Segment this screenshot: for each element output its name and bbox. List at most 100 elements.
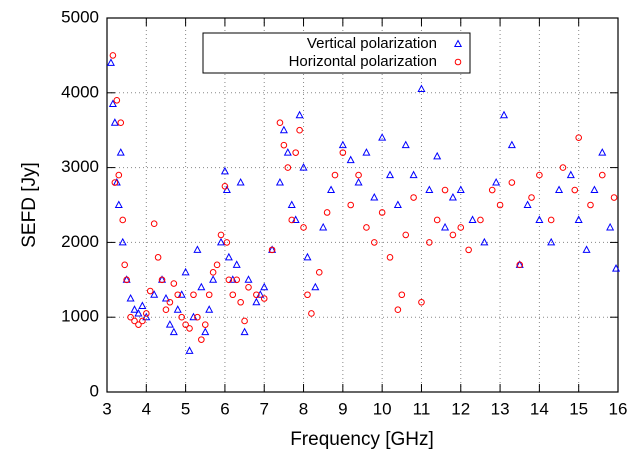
point bbox=[547, 216, 555, 224]
point bbox=[370, 239, 378, 246]
point bbox=[260, 282, 269, 291]
point bbox=[134, 308, 143, 317]
point bbox=[355, 171, 362, 179]
point bbox=[173, 305, 182, 313]
point bbox=[363, 224, 370, 231]
point bbox=[610, 194, 618, 201]
x-tick-label: 11 bbox=[413, 399, 431, 418]
point bbox=[154, 254, 162, 261]
x-axis-label: Frequency [GHz] bbox=[290, 429, 434, 450]
x-tick-label: 13 bbox=[491, 399, 510, 418]
point bbox=[528, 194, 535, 201]
point bbox=[216, 237, 226, 246]
point bbox=[385, 170, 395, 179]
point bbox=[174, 291, 182, 299]
point bbox=[288, 216, 296, 224]
point bbox=[165, 320, 174, 328]
point bbox=[280, 141, 288, 149]
point bbox=[398, 291, 406, 299]
point bbox=[575, 134, 582, 141]
point bbox=[287, 200, 296, 208]
point bbox=[571, 186, 579, 194]
point bbox=[433, 151, 442, 160]
point bbox=[386, 254, 394, 261]
point bbox=[284, 164, 292, 171]
x-tick-label: 10 bbox=[373, 399, 392, 418]
x-tick-label: 8 bbox=[299, 399, 308, 418]
point bbox=[295, 110, 304, 119]
point bbox=[516, 261, 524, 269]
point bbox=[339, 149, 347, 156]
point bbox=[362, 148, 371, 156]
point bbox=[496, 201, 504, 209]
point bbox=[169, 327, 178, 336]
point bbox=[116, 148, 125, 156]
point bbox=[236, 177, 245, 186]
point bbox=[323, 209, 331, 216]
point bbox=[139, 317, 146, 325]
point bbox=[590, 185, 599, 194]
point bbox=[119, 216, 127, 224]
x-tick-label: 9 bbox=[338, 399, 347, 418]
point bbox=[150, 220, 158, 227]
point bbox=[370, 192, 379, 201]
point bbox=[221, 183, 229, 190]
y-tick-label: 4000 bbox=[61, 82, 99, 101]
x-tick-label: 5 bbox=[181, 399, 190, 418]
point bbox=[402, 231, 410, 239]
point bbox=[213, 261, 221, 269]
point bbox=[574, 215, 583, 223]
y-tick-label: 2000 bbox=[61, 232, 99, 251]
x-tick-label: 12 bbox=[451, 399, 470, 418]
point bbox=[161, 293, 170, 302]
point bbox=[394, 306, 402, 314]
point bbox=[311, 282, 320, 291]
point bbox=[354, 177, 363, 186]
point bbox=[425, 185, 434, 194]
legend-label: Horizontal polarization bbox=[289, 53, 437, 70]
point bbox=[555, 185, 564, 194]
point bbox=[304, 291, 311, 299]
point bbox=[130, 305, 139, 313]
point bbox=[327, 185, 336, 194]
point bbox=[393, 200, 402, 208]
point bbox=[194, 313, 201, 321]
point bbox=[223, 239, 231, 246]
point bbox=[229, 291, 237, 299]
point bbox=[275, 177, 284, 186]
point bbox=[587, 201, 594, 209]
x-tick-label: 3 bbox=[102, 399, 111, 418]
point bbox=[465, 246, 472, 254]
point bbox=[315, 269, 323, 276]
point bbox=[441, 222, 450, 231]
point bbox=[418, 298, 425, 306]
point bbox=[346, 155, 355, 164]
legend-label: Vertical polarization bbox=[307, 35, 437, 52]
point bbox=[300, 224, 307, 231]
point bbox=[409, 170, 418, 179]
point bbox=[331, 171, 339, 179]
point bbox=[582, 245, 591, 253]
point bbox=[201, 327, 210, 336]
point bbox=[283, 148, 292, 156]
y-tick-label: 1000 bbox=[61, 307, 99, 326]
point bbox=[138, 301, 147, 309]
point bbox=[508, 179, 516, 186]
point bbox=[488, 186, 496, 194]
point bbox=[126, 293, 135, 302]
point bbox=[426, 239, 433, 246]
point bbox=[598, 171, 606, 179]
point bbox=[186, 325, 193, 332]
point bbox=[232, 260, 241, 268]
point bbox=[198, 336, 205, 343]
point bbox=[205, 291, 213, 299]
point bbox=[338, 140, 347, 149]
point bbox=[468, 215, 477, 223]
point bbox=[146, 287, 154, 295]
point bbox=[241, 317, 248, 325]
point bbox=[299, 163, 308, 171]
point bbox=[612, 264, 621, 272]
point bbox=[237, 298, 244, 306]
point bbox=[480, 237, 489, 246]
point bbox=[166, 298, 174, 306]
